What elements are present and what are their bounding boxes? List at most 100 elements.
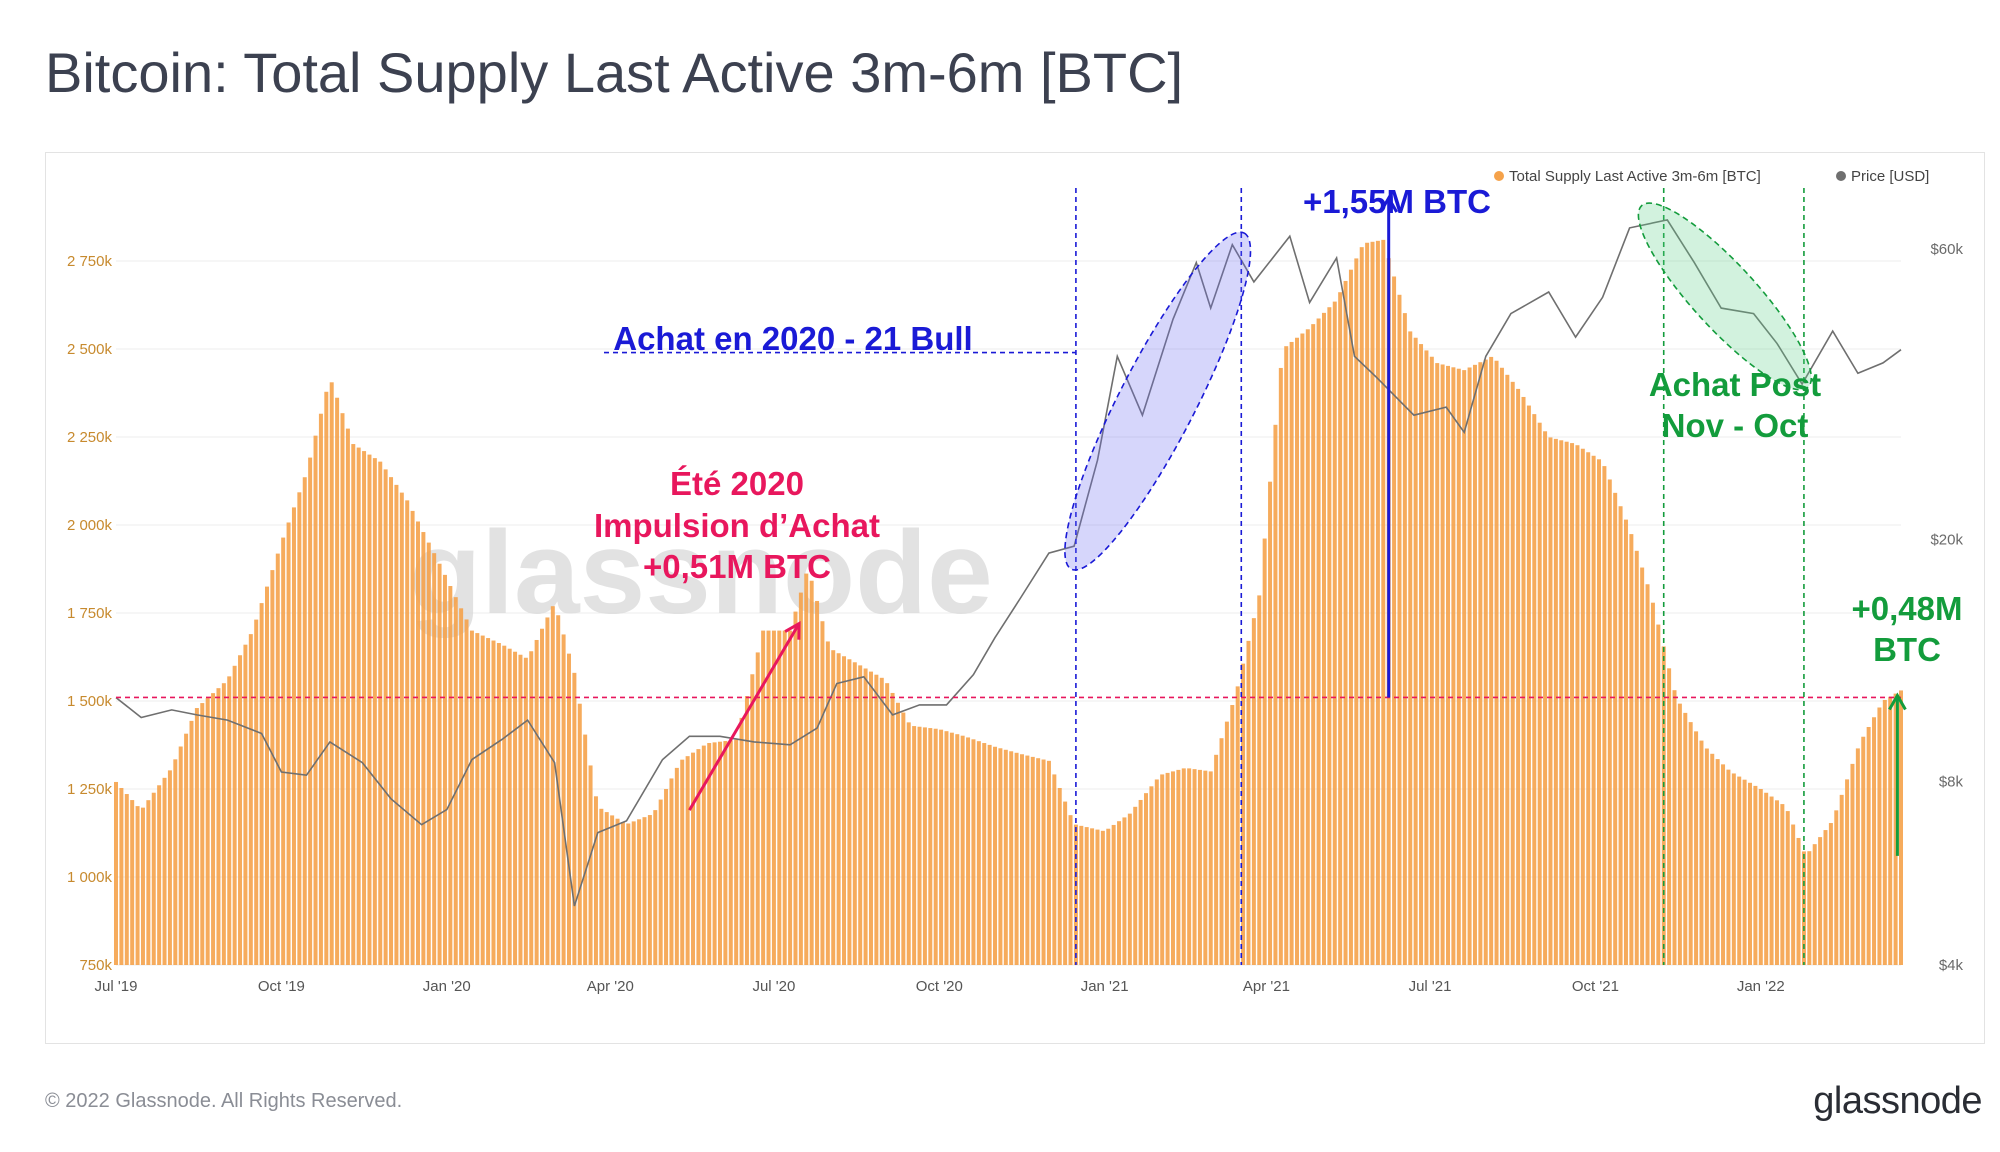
supply-bar	[146, 800, 151, 965]
supply-bar	[1667, 668, 1672, 965]
supply-bar	[486, 638, 491, 965]
supply-bar	[1505, 374, 1510, 965]
supply-bar	[1872, 717, 1877, 965]
supply-bar	[658, 799, 663, 965]
supply-bar	[744, 696, 749, 965]
supply-bar	[1462, 370, 1467, 965]
supply-bar	[1268, 481, 1273, 965]
supply-bar	[701, 745, 706, 965]
legend: Total Supply Last Active 3m-6m [BTC] Pri…	[1494, 168, 1929, 185]
supply-bar	[1052, 774, 1057, 965]
supply-bar	[739, 717, 744, 965]
supply-bar	[1472, 364, 1477, 966]
supply-bar	[1575, 445, 1580, 965]
supply-bar	[1127, 813, 1132, 965]
x-tick-label: Jan '21	[1081, 978, 1129, 995]
supply-bar	[1435, 363, 1440, 965]
supply-bar	[901, 712, 906, 965]
supply-bar	[318, 413, 323, 965]
supply-bar	[1629, 534, 1634, 965]
supply-bar	[1149, 786, 1154, 965]
supply-bar	[550, 606, 555, 965]
supply-bar	[976, 741, 981, 965]
supply-bar	[469, 630, 474, 965]
supply-bar	[717, 741, 722, 965]
supply-bar	[507, 648, 512, 965]
supply-bar	[1516, 388, 1521, 965]
supply-bar	[1397, 294, 1402, 965]
supply-bar	[1241, 663, 1246, 965]
supply-bar	[691, 752, 696, 965]
supply-bar	[1866, 726, 1871, 965]
supply-bar	[1796, 837, 1801, 965]
supply-bar	[513, 651, 518, 965]
supply-bar	[232, 665, 237, 965]
annotation-summer-line2: Impulsion d’Achat	[594, 507, 880, 544]
supply-bar	[1365, 242, 1370, 965]
supply-bar	[1893, 693, 1898, 965]
supply-bar	[1489, 356, 1494, 965]
x-tick-label: Jan '20	[423, 978, 471, 995]
glassnode-logo: glassnode	[1813, 1080, 1982, 1122]
supply-bar	[1246, 640, 1251, 965]
supply-bar	[335, 397, 340, 965]
supply-bar	[459, 608, 464, 965]
x-tick-label: Apr '20	[587, 978, 634, 995]
supply-bar	[167, 770, 172, 965]
supply-bar	[685, 756, 690, 965]
supply-bar	[1683, 712, 1688, 965]
supply-bar	[761, 630, 766, 965]
supply-bar	[852, 662, 857, 965]
supply-bar	[340, 413, 345, 965]
supply-bar	[1580, 448, 1585, 965]
supply-bar	[604, 812, 609, 965]
supply-bar	[1570, 443, 1575, 965]
supply-bar	[1726, 769, 1731, 965]
supply-bar	[1855, 748, 1860, 965]
supply-bar	[1359, 247, 1364, 965]
supply-bar	[1375, 240, 1380, 966]
supply-bar	[1597, 459, 1602, 965]
supply-bar	[502, 645, 507, 965]
supply-bar	[1769, 796, 1774, 965]
supply-bar	[119, 787, 124, 965]
supply-bar	[1381, 239, 1386, 965]
supply-bar	[885, 683, 890, 965]
supply-bar	[1095, 829, 1100, 965]
supply-bar	[275, 553, 280, 965]
supply-bar	[1019, 754, 1024, 965]
chart-svg: glassnode 750k 1 000k 1 250k 1 500k 1 750k 2 …	[67, 168, 1964, 995]
supply-bar	[631, 821, 636, 965]
supply-bar	[1634, 550, 1639, 965]
supply-bar	[1553, 438, 1558, 965]
supply-bar	[1526, 405, 1531, 965]
supply-bar	[583, 734, 588, 965]
supply-bar	[1036, 758, 1041, 965]
supply-bar	[1440, 364, 1445, 965]
supply-bar	[221, 683, 226, 965]
watermark: glassnode	[409, 507, 993, 639]
supply-bar	[1030, 756, 1035, 965]
annotation-summer-line3: +0,51M BTC	[643, 548, 831, 585]
supply-bar	[1429, 356, 1434, 965]
x-tick-label: Apr '21	[1243, 978, 1290, 995]
supply-bar	[949, 732, 954, 965]
supply-bar	[1160, 774, 1165, 965]
supply-bar	[248, 634, 253, 965]
supply-bar	[1144, 793, 1149, 965]
supply-bar	[351, 444, 356, 965]
supply-bar	[1311, 324, 1316, 965]
supply-bar	[1602, 466, 1607, 965]
supply-bar	[912, 726, 917, 965]
legend-price-swatch	[1836, 171, 1846, 181]
supply-bar	[1214, 754, 1219, 965]
supply-bar	[135, 806, 140, 965]
supply-bar	[1899, 690, 1903, 965]
supply-bar	[798, 592, 803, 965]
supply-bar	[782, 630, 787, 965]
supply-bar	[259, 603, 264, 965]
supply-bar	[1208, 771, 1213, 965]
supply-bar	[1839, 794, 1844, 965]
supply-bar	[944, 731, 949, 965]
supply-bar	[572, 672, 577, 965]
